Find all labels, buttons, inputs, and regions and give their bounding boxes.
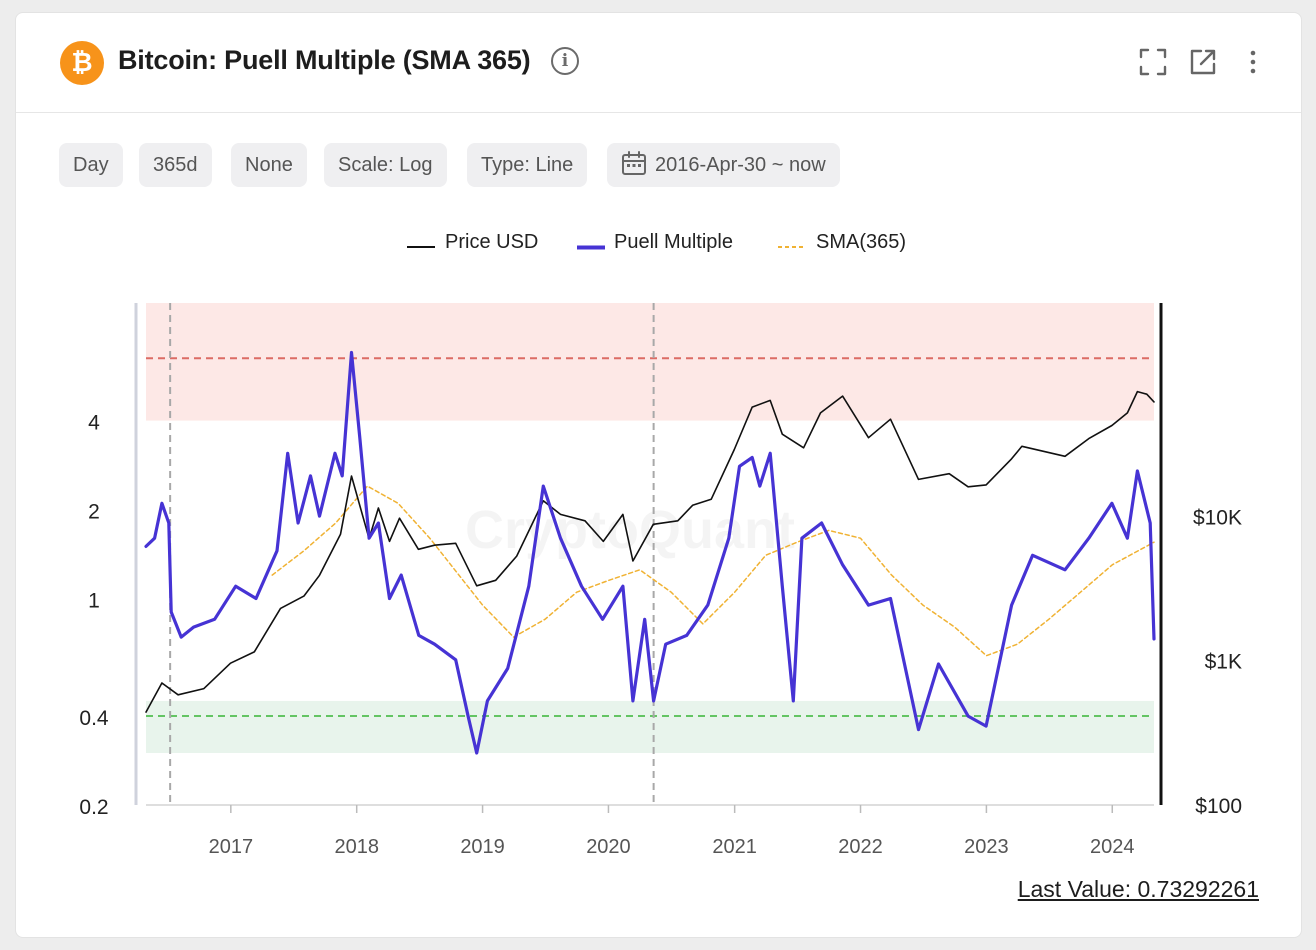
x-tick-label-2024: 2024	[1090, 836, 1135, 858]
y-left-tick-0.2: 0.2	[79, 796, 108, 819]
y-left-tick-1: 1	[88, 589, 100, 612]
x-tick-label-2020: 2020	[586, 836, 631, 858]
bitcoin-logo-icon: ₿	[60, 41, 104, 85]
y-right-tick-$100: $100	[1195, 795, 1242, 818]
x-tick-label-2018: 2018	[334, 836, 379, 858]
y-left-tick-2: 2	[88, 501, 100, 524]
x-tick-label-2023: 2023	[964, 836, 1009, 858]
chart-legend: Price USD Puell Multiple SMA(365)	[16, 231, 1301, 261]
legend-sma-swatch	[778, 246, 806, 248]
low-zone	[146, 700, 1154, 753]
legend-puell[interactable]: Puell Multiple	[614, 231, 733, 253]
puell-multiple-line	[144, 350, 1156, 755]
legend-sma[interactable]: SMA(365)	[816, 231, 907, 253]
more-vertical-icon[interactable]	[1238, 47, 1268, 77]
fullscreen-icon[interactable]	[1138, 47, 1168, 77]
date-range-chip[interactable]: 2016-Apr-30 ~ now	[607, 143, 840, 187]
smoothing-chip[interactable]: None	[231, 143, 307, 187]
window-chip-label: 365d	[153, 154, 198, 176]
smoothing-chip-label: None	[245, 154, 293, 176]
scale-chip-label: Scale: Log	[338, 154, 433, 176]
page-title: Bitcoin: Puell Multiple (SMA 365)	[118, 45, 531, 75]
interval-chip[interactable]: Day	[59, 143, 123, 187]
y-left-tick-4: 4	[88, 412, 100, 435]
chart-card: ₿ Bitcoin: Puell Multiple (SMA 365) i Da…	[15, 12, 1302, 938]
high-zone	[146, 303, 1154, 421]
scale-chip[interactable]: Scale: Log	[324, 143, 447, 187]
legend-price[interactable]: Price USD	[445, 231, 539, 253]
info-icon[interactable]: i	[551, 47, 579, 75]
x-tick-label-2021: 2021	[712, 836, 757, 858]
window-chip[interactable]: 365d	[139, 143, 212, 187]
type-chip-label: Type: Line	[481, 154, 574, 176]
interval-chip-label: Day	[73, 154, 109, 176]
date-range-chip-label: 2016-Apr-30 ~ now	[655, 154, 826, 176]
legend-price-swatch	[407, 246, 435, 248]
x-tick-label-2022: 2022	[838, 836, 883, 858]
x-tick-label-2017: 2017	[209, 836, 254, 858]
external-link-icon[interactable]	[1188, 47, 1218, 77]
last-value[interactable]: Last Value: 0.73292261	[1017, 876, 1259, 902]
price-usd-line	[145, 390, 1155, 713]
y-left-tick-0.4: 0.4	[79, 707, 109, 730]
y-right-tick-$10K: $10K	[1193, 506, 1242, 529]
y-right-tick-$1K: $1K	[1205, 651, 1242, 674]
x-tick-label-2019: 2019	[460, 836, 505, 858]
card-header: ₿ Bitcoin: Puell Multiple (SMA 365) i	[16, 13, 1301, 113]
type-chip[interactable]: Type: Line	[467, 143, 588, 187]
legend-puell-swatch	[577, 245, 605, 250]
calendar-icon	[622, 150, 646, 175]
